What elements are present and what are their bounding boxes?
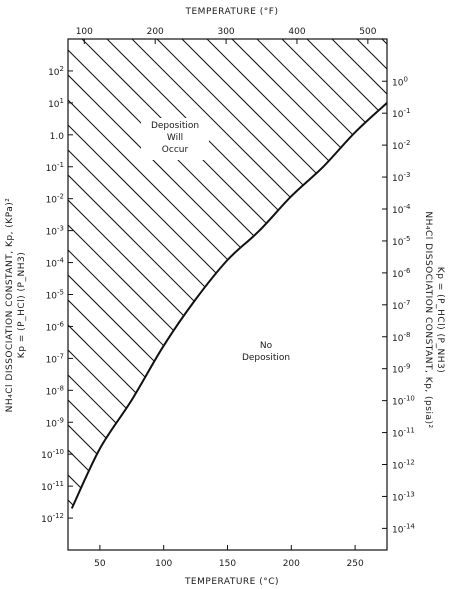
bottom-tick-label: 200	[283, 559, 300, 569]
hatch-line	[256, 39, 387, 509]
left-axis-ticks: 102 101 1.0 10-1 10-2 10-3 10-4 10-5 10-6 10-7 10-…	[41, 65, 73, 525]
right-tick-label: 10-8	[392, 331, 410, 344]
right-axis-title: Kp = (P_HCl) (P_NH3) NH₄Cl DISSOCIATION …	[423, 211, 445, 428]
right-tick-label: 10-6	[392, 267, 411, 280]
bottom-axis-title: TEMPERATURE (°C)	[184, 577, 279, 587]
right-tick-label: 100	[392, 75, 408, 88]
bottom-tick-label: 150	[219, 559, 236, 569]
region-labels: Deposition Will Occur No Deposition	[141, 118, 290, 363]
right-tick-label: 10-12	[392, 459, 415, 472]
right-tick-label: 10-14	[392, 522, 415, 535]
left-axis-title-line2: Kp = (P_HCl) (P_NH3)	[17, 252, 27, 358]
top-tick-label: 100	[76, 27, 93, 37]
left-tick-label: 10-6	[46, 320, 65, 333]
right-tick-label: 10-5	[392, 235, 410, 248]
left-tick-label: 10-1	[46, 161, 64, 174]
right-tick-label: 10-2	[392, 139, 410, 152]
plot-frame	[67, 38, 388, 551]
left-tick-label: 10-8	[46, 384, 64, 397]
region-label-line: Deposition	[242, 353, 290, 363]
left-tick-label: 10-7	[46, 352, 64, 365]
hatch-line	[206, 39, 387, 509]
left-tick-label: 10-9	[46, 416, 64, 429]
region-label-line: Deposition	[151, 121, 199, 131]
top-axis-ticks: 100 200 300 400 500	[76, 27, 377, 44]
left-tick-label: 10-2	[46, 193, 64, 206]
right-axis-title-line2: Kp = (P_HCl) (P_NH3)	[435, 267, 445, 373]
hatch-line	[68, 39, 244, 509]
right-tick-label: 10-11	[392, 427, 415, 440]
right-axis-title-line1: NH₄Cl DISSOCIATION CONSTANT, Kp, (psia)²	[423, 211, 433, 428]
top-tick-label: 300	[217, 27, 234, 37]
left-tick-label: 10-11	[41, 480, 64, 493]
top-tick-label: 400	[288, 27, 305, 37]
bottom-tick-label: 50	[94, 559, 106, 569]
left-axis-title-line1: NH₄Cl DISSOCIATION CONSTANT, Kp, (KPa)²	[5, 198, 15, 413]
bottom-tick-label: 100	[155, 559, 172, 569]
hatch-line	[181, 39, 387, 509]
right-tick-label: 10-3	[392, 171, 410, 184]
region-label-background	[141, 118, 209, 160]
left-tick-label: 10-4	[46, 257, 65, 270]
region-label-line: Will	[167, 133, 183, 143]
left-tick-label: 10-5	[46, 289, 64, 302]
hatch-line	[231, 39, 387, 509]
right-tick-label: 10-13	[392, 490, 415, 503]
top-tick-label: 200	[147, 27, 164, 37]
right-tick-label: 10-10	[392, 395, 415, 408]
hatch-line	[68, 39, 169, 509]
left-tick-label: 10-12	[41, 512, 64, 525]
right-tick-label: 10-9	[392, 363, 410, 376]
top-tick-label: 500	[359, 27, 376, 37]
bottom-axis-ticks: 50 100 150 200 250	[94, 545, 364, 569]
right-tick-label: 10-4	[392, 203, 411, 216]
right-tick-label: 10-1	[392, 107, 410, 120]
dissociation-curve	[70, 102, 388, 509]
left-tick-label: 101	[48, 97, 64, 110]
hatch-line	[131, 39, 387, 509]
right-tick-label: 10-7	[392, 299, 410, 312]
right-axis-ticks: 100 10-1 10-2 10-3 10-4 10-5 10-6 10-7 10-8 10-9 1…	[382, 75, 415, 535]
left-tick-label: 10-10	[41, 448, 64, 461]
bottom-tick-label: 250	[347, 559, 364, 569]
hatch-line	[68, 39, 294, 509]
left-tick-label: 102	[48, 65, 64, 78]
left-tick-label: 10-3	[46, 225, 64, 238]
left-axis-title: NH₄Cl DISSOCIATION CONSTANT, Kp, (KPa)² …	[5, 198, 27, 413]
region-label-line: Occur	[162, 145, 189, 155]
left-tick-label: 1.0	[50, 132, 65, 142]
hatch-line	[68, 39, 387, 509]
region-label-line: No	[260, 341, 273, 351]
hatch-line	[68, 39, 194, 509]
hatch-line	[156, 39, 387, 509]
top-axis-title: TEMPERATURE (°F)	[185, 7, 279, 17]
